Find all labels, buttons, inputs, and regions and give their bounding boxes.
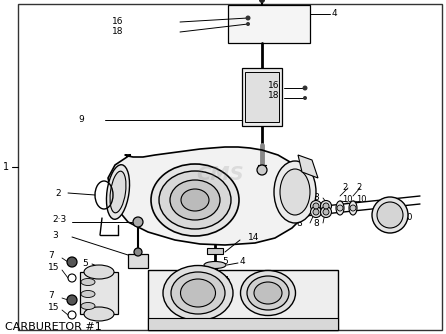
Text: 14: 14: [248, 233, 260, 242]
Circle shape: [310, 206, 322, 217]
Text: 2·3: 2·3: [52, 215, 66, 224]
Text: 8: 8: [296, 193, 302, 202]
Circle shape: [323, 203, 329, 209]
Text: CARBURETOR #1: CARBURETOR #1: [5, 322, 102, 332]
Ellipse shape: [151, 164, 239, 236]
Bar: [203, 276, 227, 285]
Circle shape: [337, 205, 343, 211]
Text: 7: 7: [48, 292, 54, 301]
Circle shape: [133, 217, 143, 227]
Text: 13: 13: [248, 276, 260, 285]
Text: CMS: CMS: [196, 166, 244, 184]
Text: 8: 8: [313, 218, 319, 227]
Bar: [148, 270, 338, 330]
Text: 15: 15: [48, 304, 59, 313]
Text: 10: 10: [402, 213, 413, 222]
Text: 9: 9: [78, 116, 84, 125]
Circle shape: [372, 197, 408, 233]
Polygon shape: [108, 147, 310, 245]
Text: 7: 7: [48, 252, 54, 261]
Bar: [245, 72, 279, 122]
Circle shape: [259, 0, 265, 3]
Circle shape: [257, 165, 267, 175]
Ellipse shape: [181, 279, 215, 307]
Text: 15: 15: [48, 264, 59, 273]
Circle shape: [245, 15, 251, 20]
Text: 5: 5: [222, 258, 228, 267]
Circle shape: [67, 257, 77, 267]
Bar: [228, 5, 310, 43]
Circle shape: [313, 203, 319, 209]
Circle shape: [67, 295, 77, 305]
Text: 18: 18: [268, 92, 280, 101]
Text: 10: 10: [342, 195, 352, 204]
Circle shape: [302, 86, 307, 91]
Bar: [80, 272, 118, 314]
Circle shape: [321, 206, 331, 217]
Ellipse shape: [181, 189, 209, 211]
Ellipse shape: [84, 265, 114, 279]
Text: 10: 10: [356, 195, 367, 204]
Ellipse shape: [170, 180, 220, 220]
Ellipse shape: [81, 279, 95, 286]
Text: 3: 3: [52, 231, 58, 240]
Ellipse shape: [81, 303, 95, 310]
Circle shape: [321, 200, 331, 211]
Ellipse shape: [240, 271, 296, 316]
Circle shape: [303, 96, 307, 100]
Ellipse shape: [81, 291, 95, 298]
Text: 16: 16: [268, 81, 280, 91]
Text: 2: 2: [342, 183, 347, 192]
Ellipse shape: [107, 165, 129, 219]
Text: 4: 4: [332, 9, 338, 18]
Circle shape: [350, 205, 356, 211]
Ellipse shape: [336, 201, 344, 215]
Circle shape: [310, 200, 322, 211]
Text: 2: 2: [356, 183, 361, 192]
Text: 1: 1: [3, 162, 9, 172]
Circle shape: [323, 209, 329, 215]
Ellipse shape: [254, 282, 282, 304]
Ellipse shape: [163, 266, 233, 321]
Ellipse shape: [84, 307, 114, 321]
Text: 8: 8: [313, 193, 319, 202]
Text: 2·7: 2·7: [255, 296, 269, 305]
Circle shape: [246, 22, 250, 26]
Circle shape: [377, 202, 403, 228]
Text: 18: 18: [112, 27, 124, 36]
Text: 4: 4: [240, 258, 246, 267]
Bar: [148, 318, 338, 330]
Ellipse shape: [280, 169, 310, 215]
Text: 16: 16: [112, 17, 124, 26]
Ellipse shape: [274, 161, 316, 223]
Ellipse shape: [204, 262, 226, 269]
Ellipse shape: [110, 171, 126, 213]
Circle shape: [313, 209, 319, 215]
Ellipse shape: [349, 201, 357, 215]
Ellipse shape: [171, 272, 225, 314]
Bar: [207, 248, 223, 254]
Text: 8: 8: [296, 218, 302, 227]
Circle shape: [134, 248, 142, 256]
Text: 2·4: 2·4: [195, 205, 207, 214]
Ellipse shape: [247, 276, 289, 310]
Text: 2: 2: [55, 188, 61, 197]
Bar: [128, 254, 148, 268]
Polygon shape: [298, 155, 318, 178]
Text: 5: 5: [82, 259, 88, 268]
Bar: [242, 68, 282, 126]
Ellipse shape: [159, 171, 231, 229]
